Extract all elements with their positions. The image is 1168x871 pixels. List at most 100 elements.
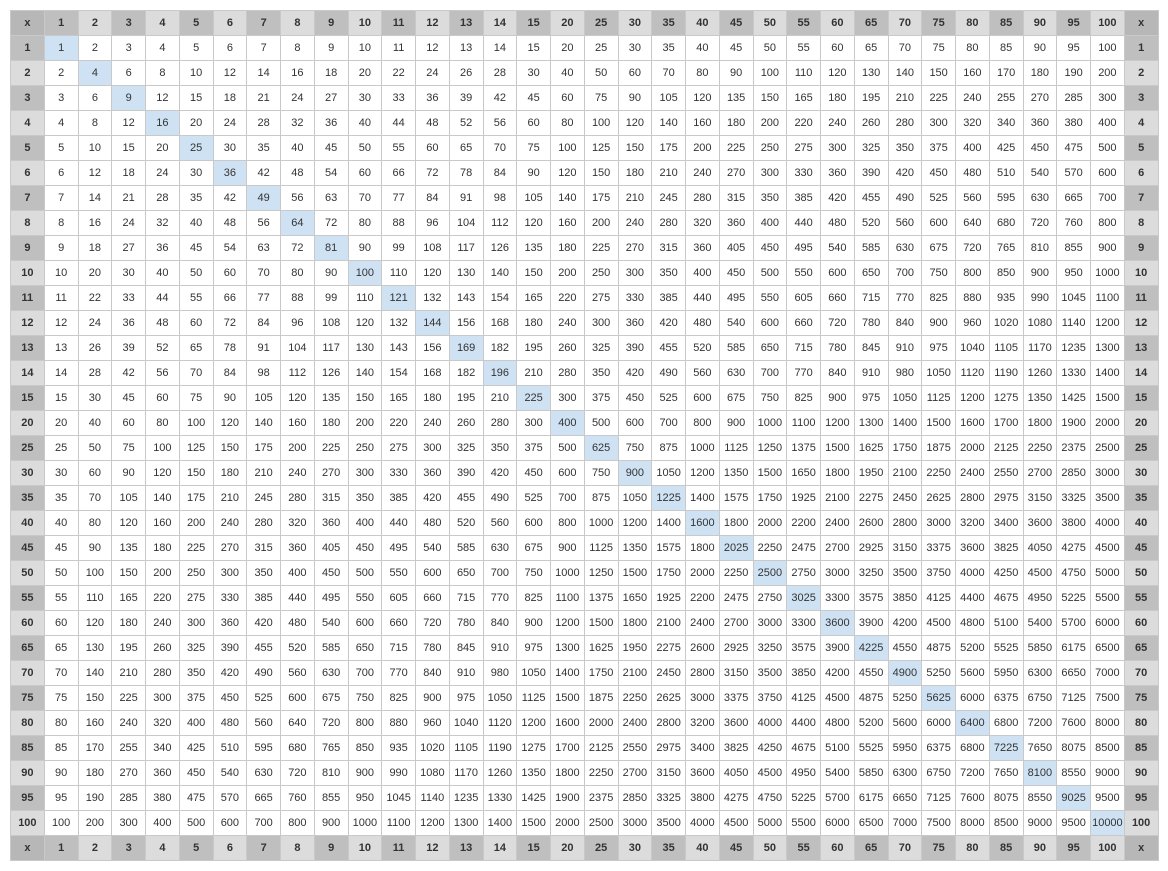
cell: 180: [314, 411, 348, 436]
cell: 300: [821, 136, 855, 161]
cell: 825: [787, 386, 821, 411]
cell: 150: [753, 86, 787, 111]
cell: 3375: [922, 536, 956, 561]
cell: 55: [179, 286, 213, 311]
row-header-right: 55: [1124, 586, 1158, 611]
cell: 660: [787, 311, 821, 336]
cell: 1300: [854, 411, 888, 436]
cell: 168: [416, 361, 450, 386]
table-row: 3369121518212427303336394245607590105120…: [11, 86, 1159, 111]
cell: 325: [179, 636, 213, 661]
row-header-right: 30: [1124, 461, 1158, 486]
cell: 3575: [787, 636, 821, 661]
cell: 4000: [956, 561, 990, 586]
cell: 5100: [989, 611, 1023, 636]
col-header: 12: [416, 836, 450, 861]
col-header: 8: [281, 836, 315, 861]
cell: 420: [821, 186, 855, 211]
col-header: 6: [213, 836, 247, 861]
cell: 325: [584, 336, 618, 361]
cell: 4675: [989, 586, 1023, 611]
cell: 150: [618, 136, 652, 161]
corner-top-left: x: [11, 11, 45, 36]
cell: 540: [821, 236, 855, 261]
cell: 99: [314, 286, 348, 311]
cell: 900: [1023, 261, 1057, 286]
cell: 4200: [888, 611, 922, 636]
cell: 1200: [416, 811, 450, 836]
cell: 60: [112, 411, 146, 436]
cell: 560: [686, 361, 720, 386]
cell: 5850: [854, 761, 888, 786]
cell: 210: [213, 486, 247, 511]
cell: 125: [584, 136, 618, 161]
cell: 3300: [821, 586, 855, 611]
cell: 6750: [1023, 686, 1057, 711]
cell: 585: [719, 336, 753, 361]
cell: 1425: [517, 786, 551, 811]
cell: 770: [382, 661, 416, 686]
cell: 560: [483, 511, 517, 536]
cell: 4800: [821, 711, 855, 736]
row-header-right: 75: [1124, 686, 1158, 711]
cell: 340: [989, 111, 1023, 136]
cell: 225: [517, 386, 551, 411]
cell: 3150: [1023, 486, 1057, 511]
cell: 375: [517, 436, 551, 461]
cell: 750: [348, 686, 382, 711]
cell: 2850: [618, 786, 652, 811]
cell: 126: [314, 361, 348, 386]
cell: 4000: [686, 811, 720, 836]
row-header-left: 40: [11, 511, 45, 536]
cell: 2400: [618, 711, 652, 736]
cell: 132: [416, 286, 450, 311]
cell: 90: [348, 236, 382, 261]
cell: 4050: [719, 761, 753, 786]
cell: 7: [247, 36, 281, 61]
cell: 450: [517, 461, 551, 486]
row-header-right: 100: [1124, 811, 1158, 836]
cell: 77: [247, 286, 281, 311]
row-header-left: 30: [11, 461, 45, 486]
cell: 200: [146, 561, 180, 586]
cell: 10000: [1091, 811, 1125, 836]
cell: 60: [348, 161, 382, 186]
cell: 8: [146, 61, 180, 86]
cell: 750: [922, 261, 956, 286]
col-header: 15: [517, 836, 551, 861]
row-header-left: 1: [11, 36, 45, 61]
cell: 770: [483, 586, 517, 611]
cell: 15: [517, 36, 551, 61]
cell: 70: [483, 136, 517, 161]
cell: 2700: [821, 536, 855, 561]
cell: 6300: [1023, 661, 1057, 686]
cell: 600: [821, 261, 855, 286]
cell: 18: [213, 86, 247, 111]
cell: 20: [348, 61, 382, 86]
col-header: 95: [1057, 11, 1091, 36]
cell: 100: [584, 111, 618, 136]
cell: 6175: [1057, 636, 1091, 661]
table-row: 7070140210280350420490560630700770840910…: [11, 661, 1159, 686]
cell: 1050: [618, 486, 652, 511]
cell: 285: [112, 786, 146, 811]
cell: 165: [517, 286, 551, 311]
cell: 495: [719, 286, 753, 311]
cell: 13: [449, 36, 483, 61]
cell: 7600: [956, 786, 990, 811]
col-header: 25: [584, 836, 618, 861]
cell: 490: [483, 486, 517, 511]
cell: 130: [449, 261, 483, 286]
cell: 500: [348, 561, 382, 586]
col-header: 55: [787, 836, 821, 861]
cell: 225: [922, 86, 956, 111]
cell: 200: [753, 111, 787, 136]
cell: 60: [213, 261, 247, 286]
cell: 3750: [922, 561, 956, 586]
cell: 1125: [922, 386, 956, 411]
cell: 3150: [652, 761, 686, 786]
multiplication-table: x123456789101112131415202530354045505560…: [10, 10, 1159, 861]
cell: 100: [348, 261, 382, 286]
row-header-right: 65: [1124, 636, 1158, 661]
row-header-right: 70: [1124, 661, 1158, 686]
